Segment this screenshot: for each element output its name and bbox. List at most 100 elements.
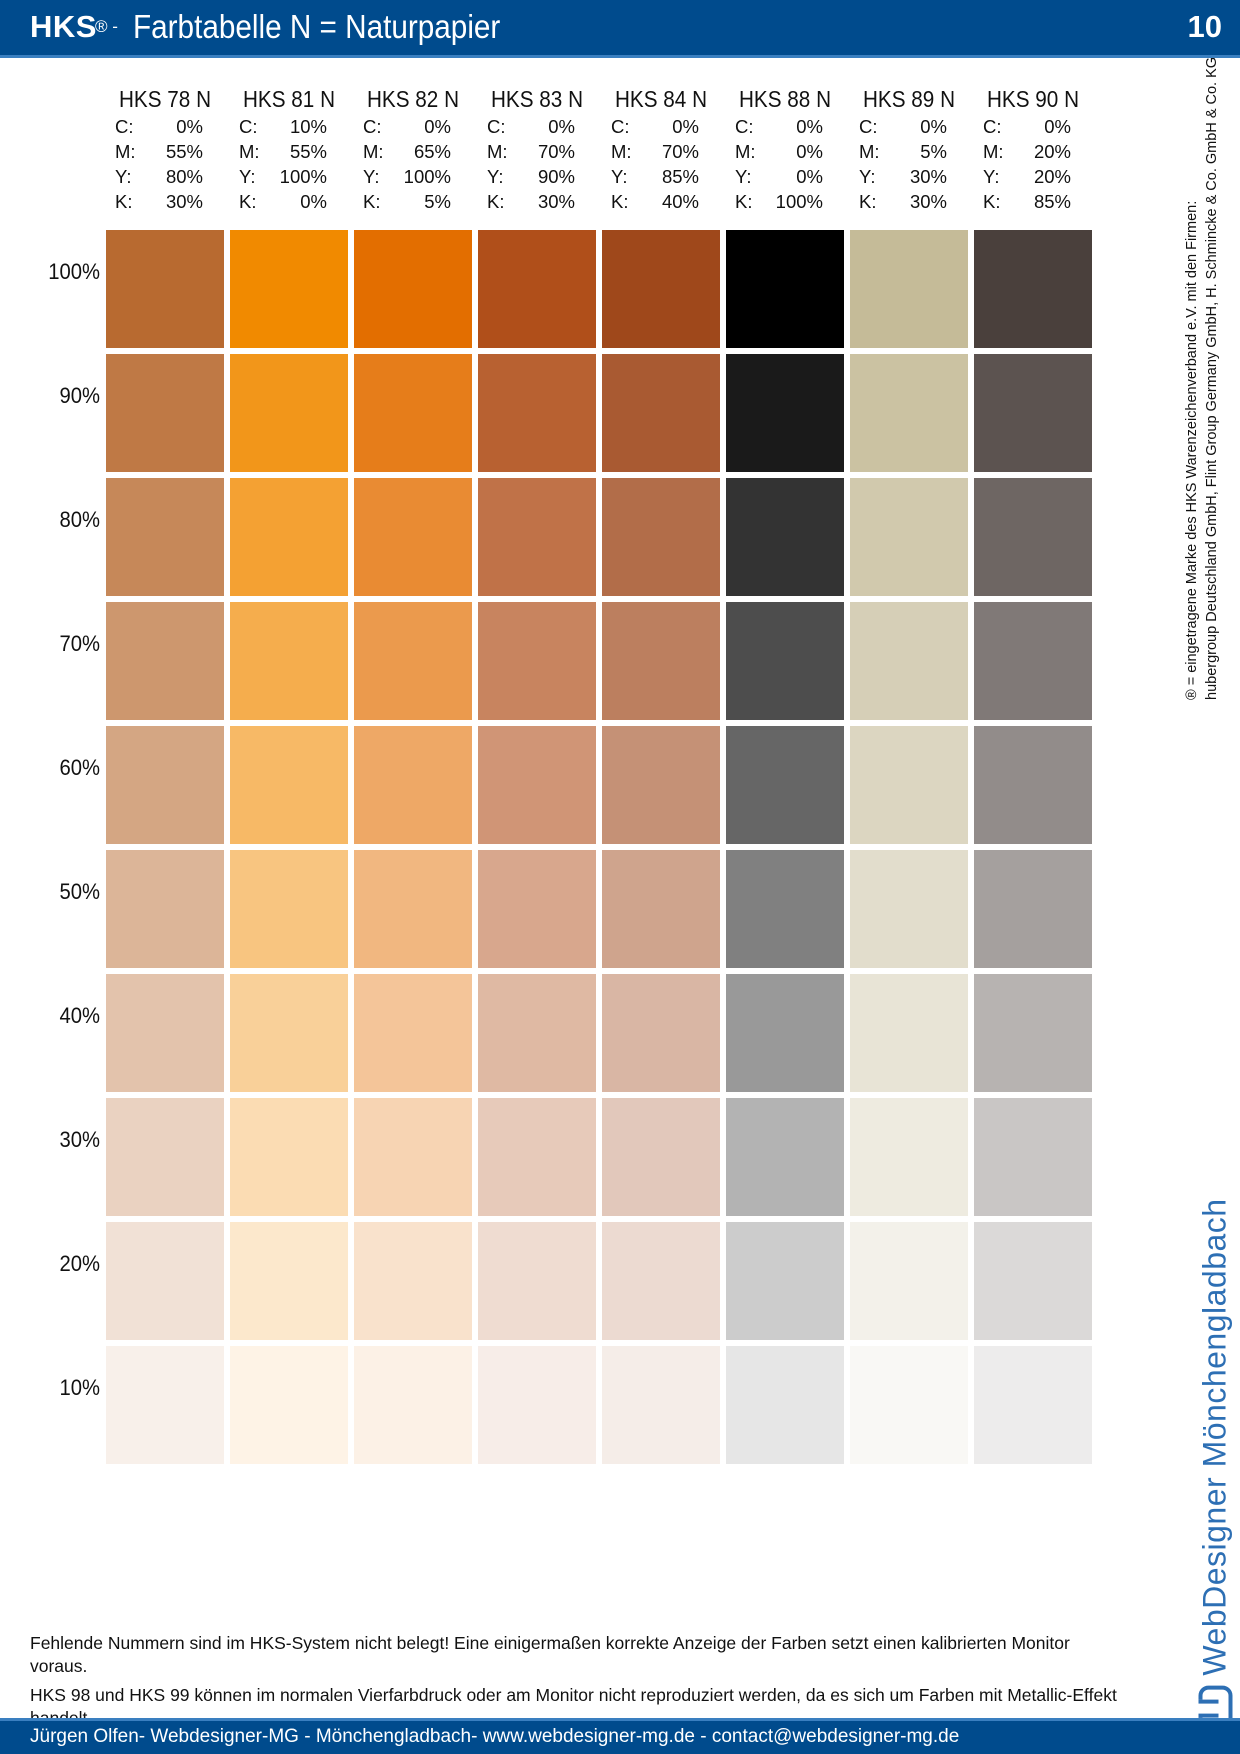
cmyk-channel-label: K:: [611, 191, 629, 212]
footer-bar: Jürgen Olfen- Webdesigner-MG - Mönchengl…: [0, 1718, 1240, 1754]
color-swatch: [106, 354, 224, 472]
color-swatch: [354, 726, 472, 844]
color-swatch: [602, 478, 720, 596]
color-swatch: [106, 230, 224, 348]
cmyk-value: 0%: [176, 116, 203, 137]
color-swatch: [974, 1222, 1092, 1340]
color-swatch: [602, 850, 720, 968]
cmyk-value: 30%: [909, 191, 947, 212]
color-name: HKS 89 N: [862, 86, 956, 112]
cmyk-row: Y: 100%: [351, 164, 475, 189]
cmyk-value: 20%: [1033, 141, 1071, 162]
color-swatch: [478, 974, 596, 1092]
column-header: HKS 83 N C: 0% M: 70% Y: 90% K: 30%: [475, 84, 599, 214]
color-swatch: [974, 354, 1092, 472]
cmyk-value: 90%: [537, 166, 575, 187]
color-name: HKS 81 N: [242, 86, 336, 112]
cmyk-value: 70%: [661, 141, 699, 162]
trademark-note: ® = eingetragene Marke des HKS Warenzeic…: [1182, 57, 1222, 700]
cmyk-row: C: 0%: [599, 114, 723, 139]
color-swatch: [106, 1346, 224, 1464]
cmyk-value: 20%: [1033, 166, 1071, 187]
cmyk-row: K: 5%: [351, 189, 475, 214]
cmyk-row: Y: 0%: [723, 164, 847, 189]
page-title: Farbtabelle N = Naturpapier: [133, 8, 501, 45]
cmyk-row: Y: 20%: [971, 164, 1095, 189]
cmyk-channel-label: C:: [735, 116, 754, 137]
tint-label: 20%: [59, 1251, 100, 1276]
column-header: HKS 84 N C: 0% M: 70% Y: 85% K: 40%: [599, 84, 723, 214]
tint-label: 80%: [59, 507, 100, 532]
cmyk-row: M: 65%: [351, 139, 475, 164]
color-name: HKS 90 N: [986, 86, 1080, 112]
color-swatch: [230, 354, 348, 472]
cmyk-channel-label: K:: [859, 191, 877, 212]
color-swatch: [850, 602, 968, 720]
color-swatch: [354, 230, 472, 348]
cmyk-channel-label: Y:: [487, 166, 504, 187]
cmyk-channel-label: M:: [859, 141, 880, 162]
color-swatch: [354, 478, 472, 596]
cmyk-row: C: 0%: [103, 114, 227, 139]
cmyk-value: 30%: [909, 166, 947, 187]
color-swatch: [602, 974, 720, 1092]
color-swatch: [354, 1346, 472, 1464]
color-swatch: [354, 602, 472, 720]
cmyk-channel-label: K:: [239, 191, 257, 212]
cmyk-value: 55%: [289, 141, 327, 162]
cmyk-value: 100%: [775, 191, 823, 212]
cmyk-channel-label: M:: [239, 141, 260, 162]
color-swatch: [726, 478, 844, 596]
cmyk-row: K: 30%: [103, 189, 227, 214]
cmyk-row: M: 55%: [103, 139, 227, 164]
color-name: HKS 84 N: [614, 86, 708, 112]
registered-mark: ® -: [95, 17, 118, 36]
color-swatch: [106, 974, 224, 1092]
cmyk-value: 5%: [920, 141, 947, 162]
cmyk-value: 40%: [661, 191, 699, 212]
color-swatch: [230, 1098, 348, 1216]
color-swatch: [230, 602, 348, 720]
tint-label: 90%: [59, 383, 100, 408]
cmyk-channel-label: Y:: [115, 166, 132, 187]
color-swatch: [726, 1346, 844, 1464]
cmyk-value: 85%: [1033, 191, 1071, 212]
tint-label: 70%: [59, 631, 100, 656]
cmyk-value: 5%: [424, 191, 451, 212]
tint-label: 10%: [59, 1375, 100, 1400]
cmyk-row: M: 5%: [847, 139, 971, 164]
color-swatch: [354, 1098, 472, 1216]
color-swatch: [974, 850, 1092, 968]
color-swatch: [726, 602, 844, 720]
color-swatch: [354, 850, 472, 968]
cmyk-row: M: 70%: [475, 139, 599, 164]
logo-text: WebDesigner Mönchengladbach: [1196, 1198, 1233, 1676]
header-bar: HKS ® - Farbtabelle N = Naturpapier 10: [0, 0, 1240, 58]
color-swatch: [230, 726, 348, 844]
cmyk-row: Y: 100%: [227, 164, 351, 189]
color-swatch: [726, 974, 844, 1092]
cmyk-value: 100%: [279, 166, 327, 187]
cmyk-channel-label: C:: [611, 116, 630, 137]
tint-label: 40%: [59, 1003, 100, 1028]
cmyk-row: Y: 80%: [103, 164, 227, 189]
cmyk-value: 0%: [672, 116, 699, 137]
cmyk-channel-label: K:: [487, 191, 505, 212]
color-swatch: [850, 850, 968, 968]
color-swatch: [354, 1222, 472, 1340]
color-swatch: [726, 1098, 844, 1216]
color-name: HKS 82 N: [366, 86, 460, 112]
color-swatch: [230, 1222, 348, 1340]
webdesigner-logo: WebDesigner Mönchengladbach: [1196, 1198, 1234, 1732]
color-name: HKS 78 N: [118, 86, 212, 112]
cmyk-value: 65%: [413, 141, 451, 162]
cmyk-value: 0%: [548, 116, 575, 137]
cmyk-row: C: 0%: [475, 114, 599, 139]
color-name: HKS 88 N: [738, 86, 832, 112]
color-swatch: [230, 230, 348, 348]
color-swatch: [726, 1222, 844, 1340]
cmyk-row: C: 0%: [847, 114, 971, 139]
tint-label: 50%: [59, 879, 100, 904]
cmyk-value: 55%: [165, 141, 203, 162]
color-swatch: [974, 726, 1092, 844]
